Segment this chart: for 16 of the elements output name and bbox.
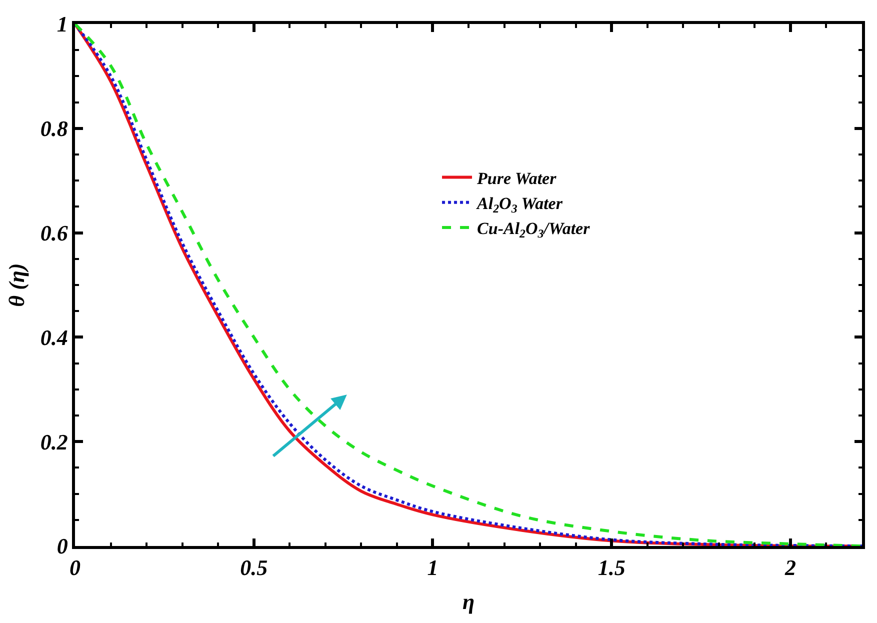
y-tick-label: 0.6 xyxy=(40,220,68,246)
legend-label: Cu-Al$_{2}$O$_{3}$/Water xyxy=(477,219,590,241)
x-tick-label: 0.5 xyxy=(240,555,268,580)
y-tick-label: 0.2 xyxy=(40,429,68,454)
legend-label: Pure Water xyxy=(476,168,557,188)
y-tick-label: 0.4 xyxy=(40,324,68,350)
x-tick-label: 1 xyxy=(427,555,438,580)
x-tick-label: 1.5 xyxy=(598,555,626,580)
x-tick-label: 2 xyxy=(784,555,796,580)
x-axis-title: η xyxy=(462,589,475,614)
y-axis-title: θ (η) xyxy=(4,263,30,307)
y-tick-label: 0 xyxy=(56,534,68,559)
y-tick-label: 1 xyxy=(56,12,68,37)
y-tick-label: 0.8 xyxy=(40,116,68,142)
line-series xyxy=(75,24,862,546)
legend-label: Al$_{2}$O$_{3}$ Water xyxy=(476,194,563,216)
